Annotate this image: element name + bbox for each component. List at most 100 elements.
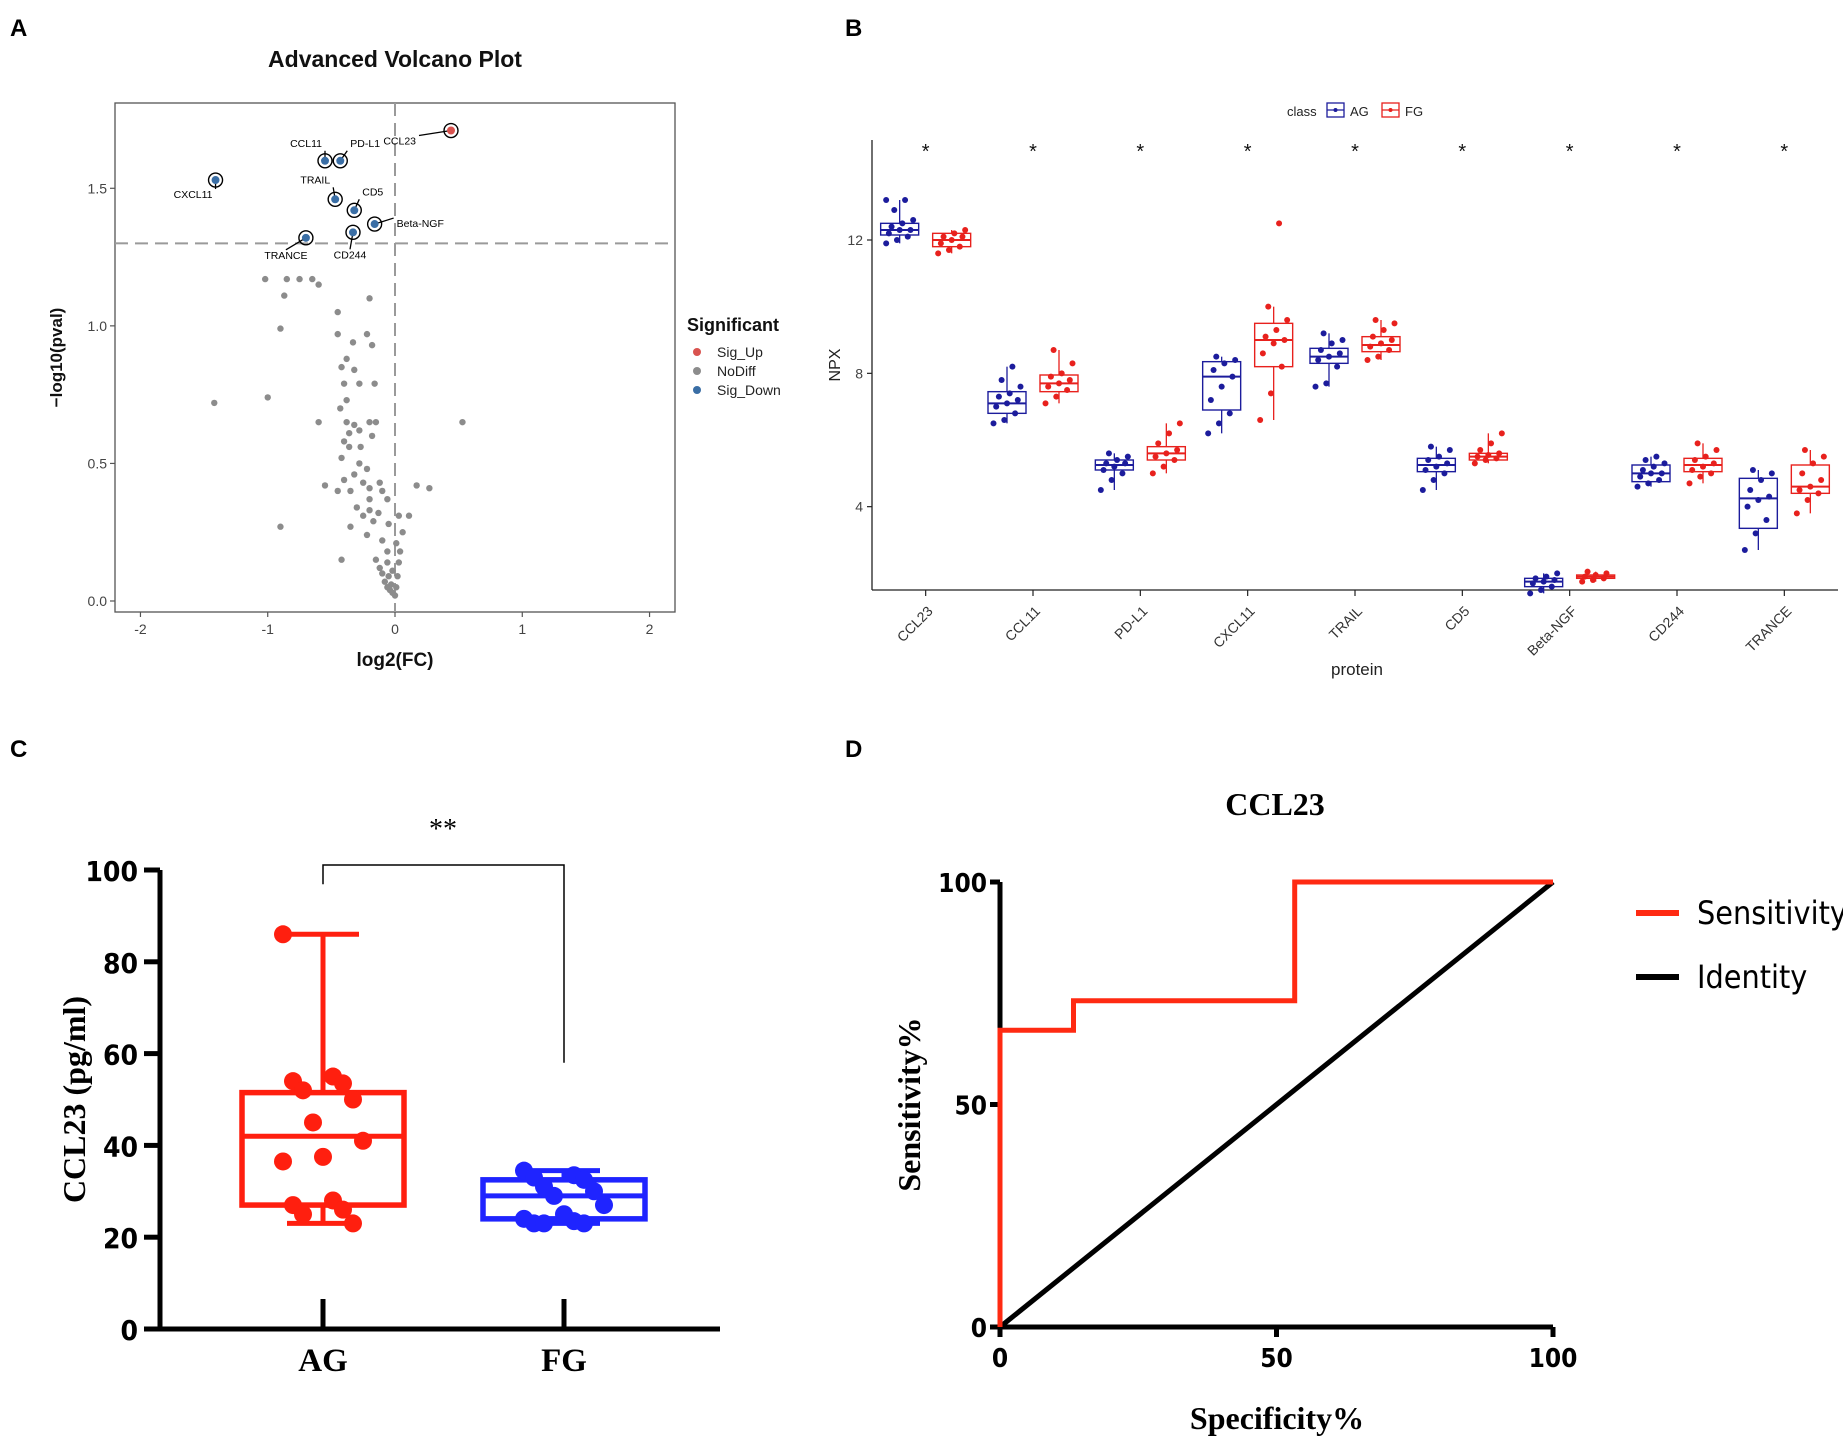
volcano-point-nodiff: [426, 484, 433, 492]
volcano-point-label: CCL11: [290, 138, 322, 150]
npx-box-point: [885, 230, 892, 237]
npx-box-point: [935, 250, 942, 257]
npx-box-point: [1581, 573, 1588, 580]
volcano-point-nodiff: [296, 275, 303, 283]
npx-box-point: [998, 377, 1005, 383]
npx-box-point: [1218, 383, 1225, 390]
npx-box-point: [1232, 357, 1239, 363]
ccl23-box-point: [274, 1152, 292, 1171]
npx-box-point: [1691, 457, 1698, 463]
npx-box-point: [1650, 463, 1657, 470]
npx-box-point: [896, 227, 903, 233]
npx-box-point: [951, 230, 958, 237]
volcano-x-tick-label: 0: [391, 621, 399, 637]
npx-box-point: [1744, 503, 1751, 510]
npx-box-point: [1755, 497, 1762, 503]
ccl23-box-point: [595, 1196, 613, 1215]
volcano-point-highlight-ring: [317, 153, 333, 169]
volcano-point-nodiff: [334, 308, 341, 316]
npx-legend-swatch-dot: [1388, 108, 1393, 112]
npx-box-point: [1658, 470, 1665, 477]
npx-box-point: [1637, 473, 1644, 480]
volcano-point-highlight-ring: [346, 202, 362, 219]
npx-box-point: [891, 207, 898, 213]
npx-box-point: [1639, 467, 1646, 473]
ccl23-box-point: [274, 925, 292, 944]
npx-box-point: [1369, 333, 1376, 340]
npx-box-point: [1265, 303, 1272, 310]
npx-legend-label: FG: [1405, 104, 1423, 119]
volcano-point-nodiff: [338, 556, 345, 563]
npx-box-point: [1708, 470, 1715, 477]
roc-legend-label: Identity: [1697, 958, 1807, 996]
panel-b-npx-boxplots: 4 8 12 NPX protein class AG FG CCL23 * CCL11 * PD-L1…: [827, 102, 1838, 679]
npx-box-point: [1529, 580, 1536, 587]
npx-box-point: [1579, 578, 1586, 585]
ccl23-box-point: [294, 1081, 312, 1100]
npx-box-point: [1174, 447, 1181, 453]
npx-box-point: [1697, 473, 1704, 480]
panel-letter-a: A: [10, 15, 27, 42]
volcano-point-nodiff: [359, 512, 367, 519]
volcano-point-nodiff: [379, 537, 386, 544]
ccl23-box-iqr: [239, 1089, 407, 1208]
npx-box-point: [1009, 363, 1016, 370]
volcano-point-label: Beta-NGF: [397, 218, 444, 230]
npx-box-point: [1006, 390, 1013, 397]
npx-box-point: [1388, 337, 1395, 343]
npx-box-point: [1752, 530, 1759, 537]
volcano-point-nodiff: [351, 471, 358, 478]
npx-box-point: [904, 233, 911, 240]
npx-box-point: [1317, 347, 1324, 353]
npx-x-tick-label: CD5: [1441, 603, 1472, 634]
npx-box-point: [1793, 510, 1800, 517]
npx-box-fg: [1683, 440, 1723, 487]
roc-x-axis-label: Specificity%: [1190, 1400, 1364, 1436]
npx-box-point: [1391, 320, 1398, 327]
npx-box-point: [1686, 480, 1693, 487]
npx-box-point: [1372, 317, 1379, 323]
npx-x-tick-label: Beta-NGF: [1524, 603, 1580, 659]
volcano-point-nodiff: [384, 559, 391, 566]
npx-box-point: [1257, 417, 1264, 423]
npx-significance-star: *: [1780, 141, 1788, 163]
npx-box-ag: [879, 197, 920, 247]
volcano-point-highlight-ring: [298, 230, 314, 246]
npx-box-point: [1702, 453, 1709, 460]
npx-box-ag: [1631, 453, 1671, 490]
npx-box-point: [1766, 493, 1773, 500]
npx-x-tick-label: TRAIL: [1326, 603, 1366, 643]
ccl23-box-point: [545, 1186, 563, 1205]
npx-box-point: [1386, 347, 1393, 353]
npx-box-point: [1262, 333, 1269, 340]
ccl23-box-point: [354, 1131, 372, 1150]
npx-box-point: [1367, 343, 1374, 350]
volcano-y-tick-label: 0.0: [88, 593, 108, 609]
ccl23-box-point: [535, 1214, 553, 1233]
npx-box-fg: [1468, 430, 1509, 467]
ccl23-box-point: [334, 1074, 352, 1093]
npx-box-point: [1122, 460, 1129, 467]
ccl23-box-ag: [239, 925, 407, 1233]
volcano-y-axis-label: −log10(pval): [47, 308, 66, 408]
npx-box-point: [1160, 463, 1167, 470]
volcano-point-label: PD-L1: [350, 138, 380, 150]
npx-box-point: [1446, 447, 1453, 453]
volcano-point-nodiff: [384, 584, 391, 591]
volcano-point-nodiff: [363, 330, 371, 338]
volcano-point-nodiff: [281, 292, 288, 299]
volcano-point-nodiff: [343, 355, 350, 363]
volcano-point-sig-down: [301, 233, 310, 242]
npx-box-iqr: [1738, 477, 1779, 530]
npx-box-point: [1056, 380, 1062, 387]
npx-box-point: [1221, 360, 1228, 367]
volcano-point-highlight-ring: [443, 122, 459, 139]
npx-significance-star: *: [1566, 141, 1574, 163]
npx-box-point: [883, 197, 890, 203]
npx-box-point: [1176, 420, 1183, 427]
ccl23-y-tick-label: 80: [103, 947, 138, 980]
npx-box-point: [1430, 477, 1437, 483]
roc-x-tick-label: 50: [1260, 1344, 1293, 1374]
volcano-point-nodiff: [277, 325, 284, 332]
